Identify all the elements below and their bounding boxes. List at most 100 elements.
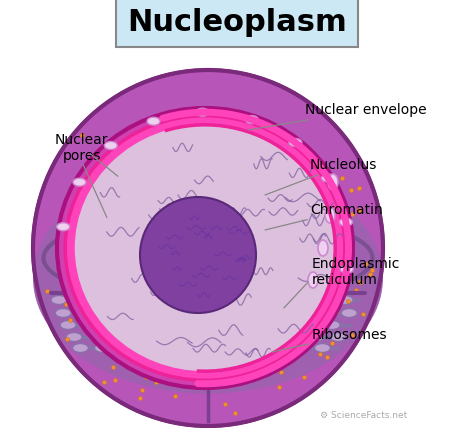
Ellipse shape xyxy=(289,139,302,146)
Ellipse shape xyxy=(325,207,335,223)
Ellipse shape xyxy=(117,344,132,353)
Ellipse shape xyxy=(109,284,128,296)
Ellipse shape xyxy=(147,117,160,125)
Ellipse shape xyxy=(140,197,256,313)
Ellipse shape xyxy=(339,218,353,226)
Ellipse shape xyxy=(249,295,265,304)
Ellipse shape xyxy=(258,321,274,330)
Text: Nucleoplasm: Nucleoplasm xyxy=(127,8,347,36)
Ellipse shape xyxy=(198,333,214,342)
Ellipse shape xyxy=(57,108,353,388)
Ellipse shape xyxy=(286,333,302,342)
Ellipse shape xyxy=(318,240,328,256)
Ellipse shape xyxy=(99,309,115,318)
Ellipse shape xyxy=(248,344,264,353)
Ellipse shape xyxy=(104,158,126,172)
Ellipse shape xyxy=(315,295,331,304)
Ellipse shape xyxy=(51,295,67,304)
Ellipse shape xyxy=(161,344,176,353)
Ellipse shape xyxy=(340,265,353,273)
Ellipse shape xyxy=(88,333,104,342)
Ellipse shape xyxy=(302,321,318,330)
Ellipse shape xyxy=(275,309,291,318)
Ellipse shape xyxy=(57,223,70,231)
Ellipse shape xyxy=(75,125,335,371)
Ellipse shape xyxy=(82,321,98,330)
Ellipse shape xyxy=(319,309,335,318)
Text: Nuclear
pores: Nuclear pores xyxy=(55,133,109,163)
Ellipse shape xyxy=(125,223,145,237)
Ellipse shape xyxy=(152,125,168,135)
Ellipse shape xyxy=(231,309,247,318)
Ellipse shape xyxy=(77,309,93,318)
Ellipse shape xyxy=(90,203,110,217)
Ellipse shape xyxy=(245,116,258,124)
Ellipse shape xyxy=(176,333,192,342)
Ellipse shape xyxy=(94,344,110,353)
Ellipse shape xyxy=(330,333,346,342)
Ellipse shape xyxy=(220,333,236,342)
Ellipse shape xyxy=(140,169,156,181)
Ellipse shape xyxy=(129,226,140,234)
Ellipse shape xyxy=(271,344,286,353)
Ellipse shape xyxy=(138,344,155,353)
Ellipse shape xyxy=(187,309,203,318)
Ellipse shape xyxy=(328,174,338,190)
Ellipse shape xyxy=(143,309,159,318)
Ellipse shape xyxy=(341,309,357,318)
Ellipse shape xyxy=(182,344,199,353)
Ellipse shape xyxy=(308,272,318,288)
Ellipse shape xyxy=(121,309,137,318)
Ellipse shape xyxy=(264,333,280,342)
Ellipse shape xyxy=(308,333,324,342)
Text: Chromatin: Chromatin xyxy=(265,203,383,230)
Ellipse shape xyxy=(253,309,269,318)
Ellipse shape xyxy=(271,295,287,304)
Ellipse shape xyxy=(104,142,118,149)
Ellipse shape xyxy=(314,344,330,353)
Ellipse shape xyxy=(148,321,164,330)
Ellipse shape xyxy=(65,116,345,380)
Ellipse shape xyxy=(227,295,243,304)
Ellipse shape xyxy=(102,251,114,259)
Ellipse shape xyxy=(109,161,121,169)
Ellipse shape xyxy=(144,171,153,178)
Ellipse shape xyxy=(321,174,335,182)
Ellipse shape xyxy=(134,265,152,276)
Ellipse shape xyxy=(165,309,181,318)
Ellipse shape xyxy=(132,333,148,342)
Ellipse shape xyxy=(94,206,105,214)
Text: Nuclear envelope: Nuclear envelope xyxy=(248,103,427,130)
Ellipse shape xyxy=(183,295,199,304)
Ellipse shape xyxy=(192,321,208,330)
Ellipse shape xyxy=(95,295,111,304)
Ellipse shape xyxy=(60,321,76,330)
Ellipse shape xyxy=(154,333,170,342)
Ellipse shape xyxy=(170,321,186,330)
Ellipse shape xyxy=(196,108,209,116)
Ellipse shape xyxy=(138,267,148,273)
Ellipse shape xyxy=(280,321,296,330)
Ellipse shape xyxy=(73,178,86,186)
Ellipse shape xyxy=(73,344,89,353)
Ellipse shape xyxy=(337,295,353,304)
Ellipse shape xyxy=(66,333,82,342)
Ellipse shape xyxy=(113,286,123,294)
Ellipse shape xyxy=(227,344,243,353)
Ellipse shape xyxy=(110,333,126,342)
Ellipse shape xyxy=(236,321,252,330)
Ellipse shape xyxy=(297,309,313,318)
Text: Endoplasmic
reticulum: Endoplasmic reticulum xyxy=(312,257,401,287)
Text: ⚙ ScienceFacts.net: ⚙ ScienceFacts.net xyxy=(320,410,407,419)
Ellipse shape xyxy=(293,295,309,304)
Ellipse shape xyxy=(209,309,225,318)
Ellipse shape xyxy=(33,162,383,394)
Ellipse shape xyxy=(204,344,220,353)
Ellipse shape xyxy=(156,127,164,133)
Ellipse shape xyxy=(33,70,383,426)
Text: Ribosomes: Ribosomes xyxy=(272,328,388,352)
Ellipse shape xyxy=(214,321,230,330)
Ellipse shape xyxy=(139,295,155,304)
Ellipse shape xyxy=(126,321,142,330)
Ellipse shape xyxy=(292,344,309,353)
